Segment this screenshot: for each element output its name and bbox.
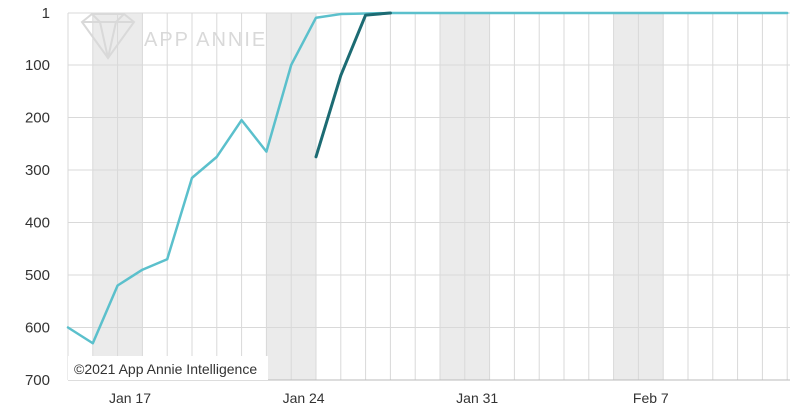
x-tick-label: Feb 7: [633, 390, 669, 406]
weekend-band: [440, 13, 465, 380]
y-tick-label: 1: [42, 5, 50, 22]
y-tick-label: 100: [25, 57, 50, 74]
y-axis-ticks: 1 100 200 300 400 500 600 700: [25, 5, 50, 389]
copyright-text: ©2021 App Annie Intelligence: [74, 361, 257, 377]
series-line-2: [314, 11, 392, 159]
weekend-shading: [92, 13, 664, 380]
x-tick-label: Jan 24: [283, 390, 325, 406]
weekend-band: [464, 13, 490, 380]
y-tick-label: 400: [25, 214, 50, 231]
series-line-1: [66, 11, 789, 345]
y-tick-label: 500: [25, 267, 50, 284]
watermark-text: APP ANNIE: [144, 29, 267, 51]
x-tick-label: Jan 31: [456, 390, 498, 406]
weekend-band: [613, 13, 639, 380]
y-tick-label: 700: [25, 372, 50, 389]
y-tick-label: 600: [25, 319, 50, 336]
watermark: APP ANNIE: [80, 13, 267, 60]
weekend-band: [638, 13, 664, 380]
grid-lines: [67, 12, 790, 381]
copyright-box: [68, 356, 268, 380]
series-lines: [66, 11, 789, 345]
weekend-band: [291, 13, 316, 380]
y-tick-label: 300: [25, 162, 50, 179]
app-annie-logo-icon: [80, 13, 136, 60]
x-tick-label: Jan 17: [109, 390, 151, 406]
weekend-band: [92, 13, 118, 380]
y-tick-label: 200: [25, 109, 50, 126]
x-axis-ticks: Jan 17 Jan 24 Jan 31 Feb 7: [109, 390, 669, 406]
weekend-band: [117, 13, 143, 380]
weekend-band: [266, 13, 292, 380]
